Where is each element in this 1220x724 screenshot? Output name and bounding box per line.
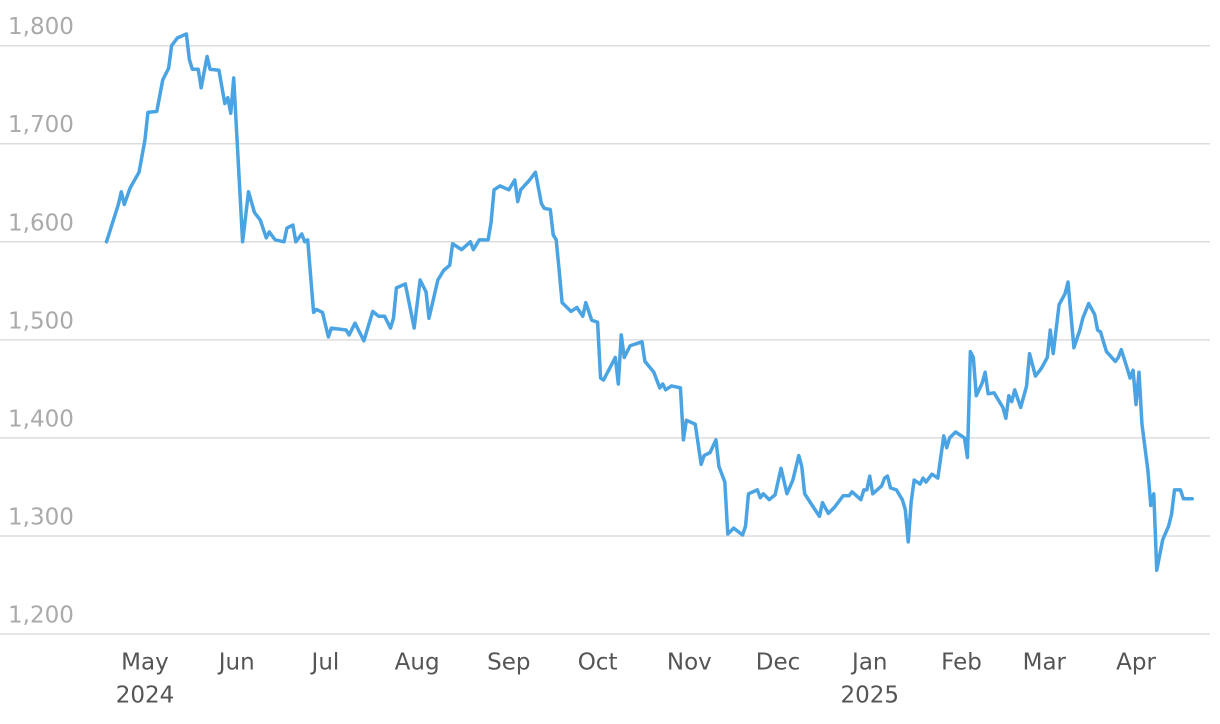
- x-tick-label: Jun: [217, 650, 255, 676]
- y-tick-label: 1,600: [8, 210, 74, 236]
- y-tick-label: 1,400: [8, 406, 74, 432]
- x-tick-label: Oct: [578, 650, 618, 676]
- y-tick-label: 1,700: [8, 112, 74, 138]
- x-tick-label: Jul: [310, 650, 340, 676]
- x-tick-label: Jan: [850, 650, 887, 676]
- x-tick-label: May: [121, 650, 169, 676]
- y-tick-label: 1,200: [8, 603, 74, 629]
- y-tick-label: 1,800: [8, 14, 74, 40]
- x-tick-label: Apr: [1116, 650, 1156, 676]
- y-tick-label: 1,500: [8, 308, 74, 334]
- price-line: [104, 32, 1194, 573]
- x-tick-label: Aug: [395, 650, 440, 676]
- x-tick-label: Nov: [667, 650, 712, 676]
- x-tick-year: 2024: [116, 683, 175, 709]
- x-tick-label: Dec: [756, 650, 801, 676]
- x-tick-label: Feb: [941, 650, 982, 676]
- x-tick-label: Mar: [1023, 650, 1067, 676]
- x-tick-year: 2025: [841, 683, 900, 709]
- y-tick-label: 1,300: [8, 504, 74, 530]
- x-tick-label: Sep: [487, 650, 530, 676]
